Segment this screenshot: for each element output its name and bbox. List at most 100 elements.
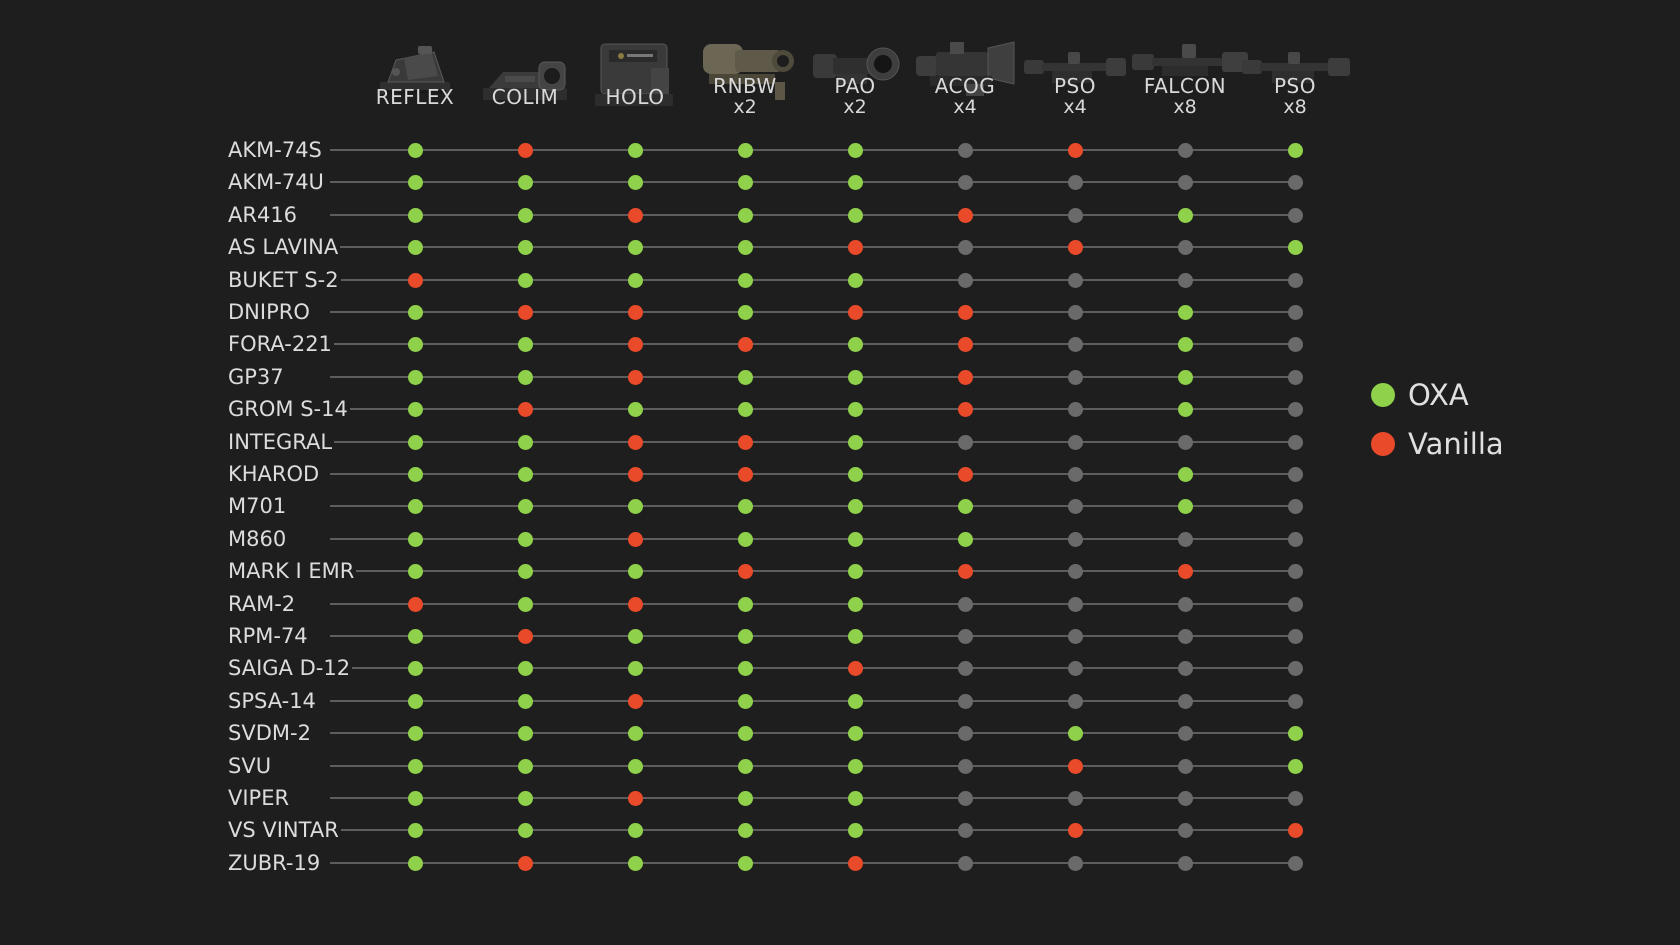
weapon-row: SVDM-2	[0, 718, 1680, 748]
compat-dot-vanilla	[847, 305, 863, 320]
compat-dot-oxa	[407, 499, 423, 515]
scope-name: FALCON	[1143, 74, 1227, 98]
compat-dot-vanilla	[957, 369, 973, 385]
compat-dot-none	[1177, 272, 1193, 288]
compat-dot-oxa	[517, 564, 533, 580]
compat-dot-none	[1287, 434, 1303, 450]
compat-dot-none	[1067, 207, 1083, 223]
weapon-name: GP37	[228, 363, 286, 390]
row-connector-line	[330, 343, 1296, 346]
weapon-name: AR416	[228, 201, 300, 228]
weapon-name: ZUBR-19	[228, 849, 323, 876]
compat-dot-oxa	[737, 855, 753, 871]
scope-column-header: PAO x2	[800, 0, 910, 125]
compat-dot-none	[1067, 531, 1083, 547]
scope-name: HOLO	[605, 85, 665, 109]
compat-dot-oxa	[847, 564, 863, 580]
compat-dot-none	[1287, 207, 1303, 223]
row-connector-line	[330, 732, 1296, 735]
row-connector-line	[330, 246, 1296, 249]
compat-dot-none	[1287, 791, 1303, 806]
weapon-row: AS LAVINA	[0, 232, 1680, 262]
weapon-name: SVU	[228, 752, 274, 779]
compat-dot-oxa	[1287, 726, 1303, 742]
weapon-name: SPSA-14	[228, 687, 318, 714]
compat-dot-oxa	[407, 402, 423, 418]
compat-dot-oxa	[407, 207, 423, 223]
weapon-name: M701	[228, 493, 289, 520]
collimator-sight-icon	[470, 56, 580, 110]
compat-dot-vanilla	[517, 402, 533, 418]
scope-name: ACOG	[934, 74, 996, 98]
compat-dot-vanilla	[737, 337, 753, 353]
compat-dot-none	[1287, 369, 1303, 385]
compat-dot-oxa	[737, 175, 753, 191]
compat-dot-oxa	[847, 207, 863, 223]
compat-dot-none	[1177, 596, 1193, 612]
compat-dot-none	[1177, 758, 1193, 774]
compat-dot-oxa	[737, 402, 753, 418]
compat-dot-oxa	[627, 855, 643, 871]
compat-dot-oxa	[737, 499, 753, 515]
compat-dot-oxa	[737, 726, 753, 742]
scope-zoom: x4	[953, 96, 977, 118]
compat-dot-oxa	[737, 823, 753, 839]
scope-zoom: x2	[733, 96, 757, 118]
compat-dot-oxa	[957, 499, 973, 515]
compat-dot-oxa	[737, 531, 753, 547]
pao-scope-icon	[800, 40, 910, 96]
compat-dot-oxa	[627, 175, 643, 191]
compat-dot-oxa	[407, 791, 423, 806]
weapon-row: M701	[0, 491, 1680, 521]
row-connector-line	[330, 311, 1296, 313]
scope-zoom: x8	[1173, 96, 1197, 118]
compat-dot-oxa	[1177, 467, 1193, 482]
compat-dot-oxa	[627, 564, 643, 580]
compat-dot-oxa	[407, 434, 423, 450]
compat-dot-oxa	[847, 402, 863, 418]
weapon-row: FORA-221	[0, 329, 1680, 359]
compat-dot-vanilla	[627, 337, 643, 353]
compat-dot-none	[1177, 726, 1193, 742]
row-connector-line	[330, 861, 1296, 864]
weapon-name: SVDM-2	[228, 720, 313, 747]
row-connector-line	[330, 537, 1296, 540]
compat-dot-none	[1287, 629, 1303, 644]
scope-name: REFLEX	[375, 85, 455, 109]
compat-dot-vanilla	[1067, 143, 1083, 158]
compat-dot-oxa	[517, 693, 533, 709]
pso-x4-scope-icon	[1020, 48, 1130, 100]
holographic-sight-icon	[580, 40, 690, 116]
compat-dot-oxa	[407, 855, 423, 871]
compat-dot-oxa	[737, 661, 753, 677]
rnbw-scope-icon	[690, 36, 800, 110]
compat-dot-oxa	[847, 726, 863, 742]
compat-dot-none	[1177, 855, 1193, 871]
compat-dot-none	[1287, 337, 1303, 353]
compat-dot-none	[1287, 305, 1303, 320]
weapon-row: SVU	[0, 751, 1680, 781]
row-connector-line	[330, 473, 1296, 475]
compat-dot-oxa	[517, 337, 533, 353]
compat-dot-none	[1287, 531, 1303, 547]
compat-dot-oxa	[407, 693, 423, 709]
compat-dot-none	[1067, 661, 1083, 677]
compat-dot-none	[1177, 823, 1193, 839]
compat-dot-none	[1177, 240, 1193, 256]
compat-dot-oxa	[1287, 143, 1303, 158]
weapon-name: RAM-2	[228, 590, 298, 617]
compat-dot-none	[957, 823, 973, 839]
compat-dot-none	[1067, 467, 1083, 482]
compat-dot-oxa	[1177, 207, 1193, 223]
compat-dot-oxa	[737, 207, 753, 223]
compat-dot-vanilla	[737, 434, 753, 450]
compat-dot-oxa	[517, 499, 533, 515]
compat-dot-oxa	[517, 726, 533, 742]
weapon-name: MARK I EMR	[228, 558, 357, 585]
row-connector-line	[330, 829, 1296, 832]
row-connector-line	[330, 408, 1296, 411]
compat-dot-none	[957, 272, 973, 288]
compat-dot-none	[1177, 175, 1193, 191]
compat-dot-oxa	[1287, 240, 1303, 256]
weapon-row: SPSA-14	[0, 686, 1680, 716]
